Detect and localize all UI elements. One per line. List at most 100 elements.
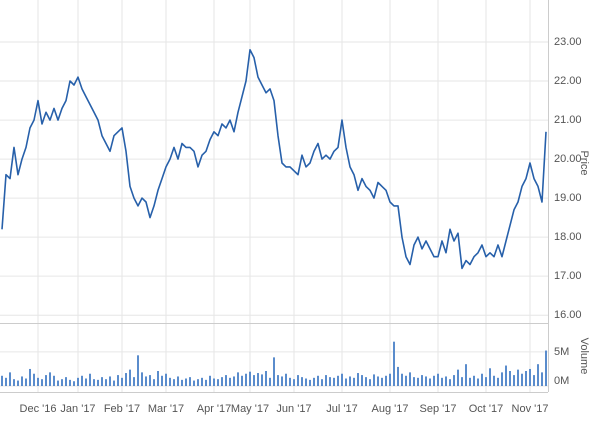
volume-bar	[429, 378, 431, 386]
volume-bar	[445, 376, 447, 386]
x-tick-label: Jan '17	[60, 403, 95, 415]
volume-bar	[413, 377, 415, 386]
volume-bar	[61, 379, 63, 386]
y-tick-label: 16.00	[554, 309, 582, 321]
volume-bar	[157, 371, 159, 386]
volume-bar	[133, 377, 135, 386]
volume-bar	[341, 373, 343, 386]
volume-bar	[105, 379, 107, 386]
axis-label: Volume	[578, 338, 590, 375]
volume-bar	[281, 376, 283, 386]
volume-bar	[457, 369, 459, 386]
axis-label: Price	[578, 150, 590, 175]
volume-bar	[45, 375, 47, 386]
volume-bar	[205, 379, 207, 386]
volume-bar	[481, 373, 483, 386]
volume-bar	[297, 375, 299, 386]
x-tick-label: Sep '17	[420, 403, 457, 415]
volume-bar	[21, 376, 23, 386]
volume-bar	[213, 378, 215, 386]
volume-bar	[181, 379, 183, 386]
volume-bar	[385, 375, 387, 386]
volume-bar	[217, 379, 219, 386]
volume-bar	[521, 373, 523, 386]
volume-bar	[253, 375, 255, 386]
volume-bar	[85, 378, 87, 386]
volume-bar	[377, 376, 379, 386]
volume-bar	[265, 371, 267, 386]
volume-bar	[449, 379, 451, 386]
volume-bar	[101, 377, 103, 386]
volume-bar	[53, 375, 55, 386]
volume-bar	[257, 373, 259, 386]
volume-bar	[121, 377, 123, 386]
volume-bar	[89, 373, 91, 386]
volume-bar	[233, 376, 235, 386]
volume-bar	[33, 373, 35, 386]
volume-bar	[37, 377, 39, 386]
volume-bar	[473, 375, 475, 386]
volume-bar	[345, 378, 347, 386]
volume-bar	[169, 377, 171, 386]
volume-bar	[313, 377, 315, 386]
x-tick-label: Nov '17	[512, 403, 549, 415]
volume-bar	[197, 379, 199, 386]
volume-bar	[305, 378, 307, 386]
volume-bar	[161, 375, 163, 386]
volume-bar	[329, 377, 331, 386]
volume-bar	[5, 377, 7, 386]
volume-bar	[149, 375, 151, 386]
volume-bar	[189, 377, 191, 386]
volume-bar	[117, 375, 119, 386]
volume-bar	[209, 375, 211, 386]
volume-bar	[541, 372, 543, 386]
volume-bar	[41, 379, 43, 386]
volume-bar	[321, 379, 323, 386]
volume-bar	[417, 377, 419, 386]
volume-bar	[397, 366, 399, 386]
volume-bar	[533, 375, 535, 386]
volume-bar	[389, 373, 391, 386]
volume-bar	[289, 377, 291, 386]
volume-bar	[425, 376, 427, 386]
volume-bar	[441, 377, 443, 386]
volume-bar	[317, 375, 319, 386]
volume-bar	[73, 381, 75, 386]
volume-bar	[237, 372, 239, 386]
volume-bar	[525, 371, 527, 386]
x-tick-label: Feb '17	[104, 403, 140, 415]
volume-bar	[269, 377, 271, 386]
volume-bar	[373, 374, 375, 386]
volume-bar	[309, 379, 311, 386]
volume-bar	[57, 380, 59, 386]
volume-bar	[361, 375, 363, 386]
volume-bar	[357, 373, 359, 386]
volume-bar	[13, 379, 15, 386]
volume-bar	[353, 377, 355, 386]
volume-bar	[453, 375, 455, 386]
volume-bar	[229, 377, 231, 386]
volume-bar	[349, 376, 351, 386]
volume-bar	[493, 375, 495, 386]
y-tick-label: 23.00	[554, 36, 582, 48]
volume-bar	[489, 368, 491, 386]
volume-bar	[517, 369, 519, 386]
volume-bar	[465, 364, 467, 386]
volume-bar	[393, 341, 395, 386]
y-tick-label: 19.00	[554, 192, 582, 204]
volume-bar	[509, 371, 511, 386]
volume-bar	[81, 375, 83, 386]
y-tick-label: 17.00	[554, 270, 582, 282]
volume-bar	[153, 379, 155, 386]
volume-bar	[545, 350, 547, 386]
x-tick-label: Jul '17	[326, 403, 357, 415]
x-tick-label: Jun '17	[276, 403, 311, 415]
volume-bar	[125, 373, 127, 386]
x-tick-label: Apr '17	[197, 403, 232, 415]
volume-bar	[365, 377, 367, 386]
volume-bar	[337, 375, 339, 386]
volume-bar	[497, 377, 499, 386]
volume-bar	[113, 380, 115, 386]
volume-bar	[277, 375, 279, 386]
